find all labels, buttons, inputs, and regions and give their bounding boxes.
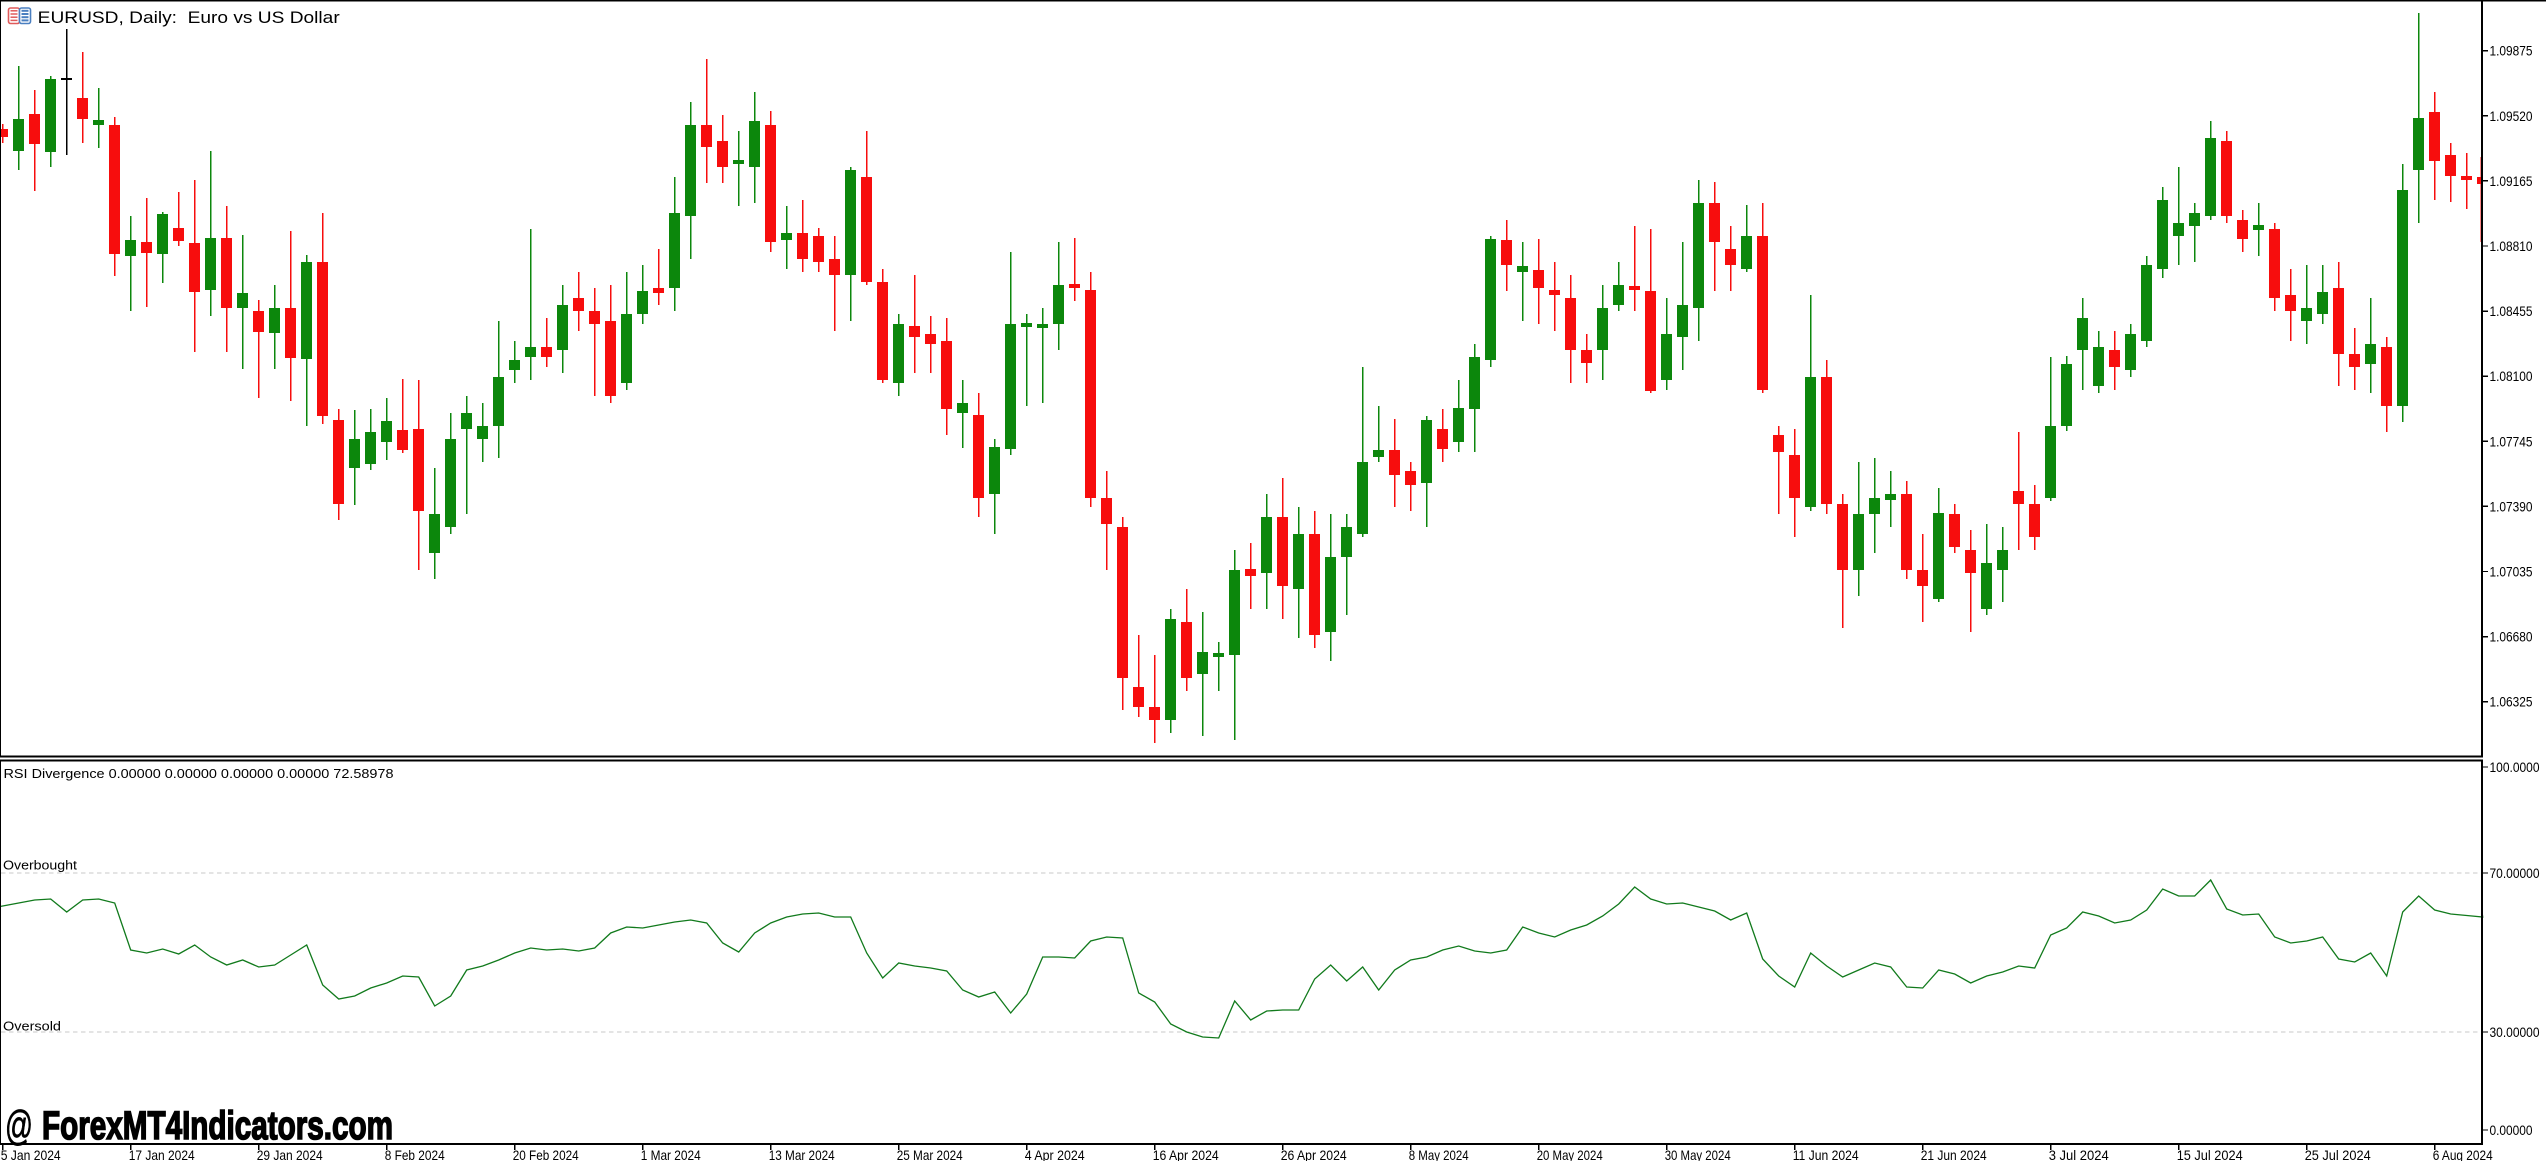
svg-text:16 Apr 2024: 16 Apr 2024 bbox=[1153, 1147, 1219, 1161]
svg-text:@: @ bbox=[5, 1102, 33, 1149]
svg-text:5 Jan 2024: 5 Jan 2024 bbox=[1, 1147, 61, 1161]
svg-text:1.06680: 1.06680 bbox=[2490, 629, 2533, 645]
svg-text:13 Mar 2024: 13 Mar 2024 bbox=[769, 1147, 835, 1161]
svg-text:RSI Divergence 0.00000 0.00000: RSI Divergence 0.00000 0.00000 0.00000 0… bbox=[4, 766, 394, 781]
svg-text:ForexMT4Indicators.com: ForexMT4Indicators.com bbox=[42, 1104, 393, 1148]
svg-text:15 Jul 2024: 15 Jul 2024 bbox=[2177, 1147, 2243, 1161]
svg-text:1 Mar 2024: 1 Mar 2024 bbox=[641, 1147, 701, 1161]
svg-text:1.07035: 1.07035 bbox=[2490, 564, 2533, 580]
svg-text:Oversold: Oversold bbox=[3, 1019, 61, 1034]
svg-text:20 May 2024: 20 May 2024 bbox=[1537, 1147, 1603, 1161]
svg-text:70.00000: 70.00000 bbox=[2490, 865, 2540, 881]
svg-text:1.07745: 1.07745 bbox=[2490, 433, 2533, 449]
svg-text:8 Feb 2024: 8 Feb 2024 bbox=[385, 1147, 445, 1161]
svg-text:3 Jul 2024: 3 Jul 2024 bbox=[2049, 1147, 2109, 1161]
svg-text:4 Apr 2024: 4 Apr 2024 bbox=[1025, 1147, 1085, 1161]
svg-text:6 Aug 2024: 6 Aug 2024 bbox=[2433, 1147, 2493, 1161]
svg-text:1.09165: 1.09165 bbox=[2490, 173, 2533, 189]
svg-text:25 Mar 2024: 25 Mar 2024 bbox=[897, 1147, 963, 1161]
svg-text:Overbought: Overbought bbox=[3, 858, 77, 873]
svg-text:17 Jan 2024: 17 Jan 2024 bbox=[129, 1147, 195, 1161]
svg-text:29 Jan 2024: 29 Jan 2024 bbox=[257, 1147, 323, 1161]
svg-text:1.07390: 1.07390 bbox=[2490, 498, 2533, 514]
svg-text:20 Feb 2024: 20 Feb 2024 bbox=[513, 1147, 579, 1161]
svg-text:1.09875: 1.09875 bbox=[2490, 43, 2533, 59]
svg-text:0.00000: 0.00000 bbox=[2490, 1122, 2533, 1138]
svg-text:1.06325: 1.06325 bbox=[2490, 694, 2533, 710]
svg-text:1.09520: 1.09520 bbox=[2490, 108, 2533, 124]
svg-text:1.08100: 1.08100 bbox=[2490, 368, 2533, 384]
svg-text:EURUSD, Daily: Euro vs US Dol: EURUSD, Daily: Euro vs US Dollar bbox=[38, 8, 340, 27]
svg-text:30 May 2024: 30 May 2024 bbox=[1665, 1147, 1731, 1161]
svg-text:25 Jul 2024: 25 Jul 2024 bbox=[2305, 1147, 2371, 1161]
svg-text:11 Jun 2024: 11 Jun 2024 bbox=[1793, 1147, 1859, 1161]
svg-text:30.00000: 30.00000 bbox=[2490, 1024, 2540, 1040]
svg-text:8 May 2024: 8 May 2024 bbox=[1409, 1147, 1469, 1161]
svg-text:100.0000: 100.0000 bbox=[2490, 759, 2540, 775]
svg-text:26 Apr 2024: 26 Apr 2024 bbox=[1281, 1147, 1347, 1161]
svg-text:21 Jun 2024: 21 Jun 2024 bbox=[1921, 1147, 1987, 1161]
svg-text:1.08455: 1.08455 bbox=[2490, 303, 2533, 319]
svg-text:1.08810: 1.08810 bbox=[2490, 238, 2533, 254]
